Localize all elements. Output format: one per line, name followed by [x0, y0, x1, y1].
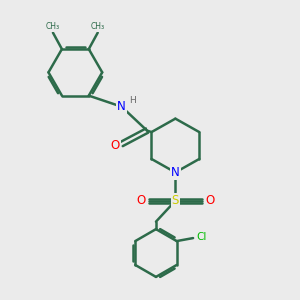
Text: O: O — [110, 139, 120, 152]
Text: S: S — [172, 194, 179, 207]
Text: H: H — [129, 96, 136, 105]
Text: N: N — [117, 100, 126, 113]
Text: N: N — [171, 166, 180, 179]
Text: O: O — [205, 194, 214, 207]
Text: O: O — [136, 194, 146, 207]
Text: CH₃: CH₃ — [91, 22, 105, 31]
Text: CH₃: CH₃ — [46, 22, 60, 31]
Text: Cl: Cl — [196, 232, 207, 242]
